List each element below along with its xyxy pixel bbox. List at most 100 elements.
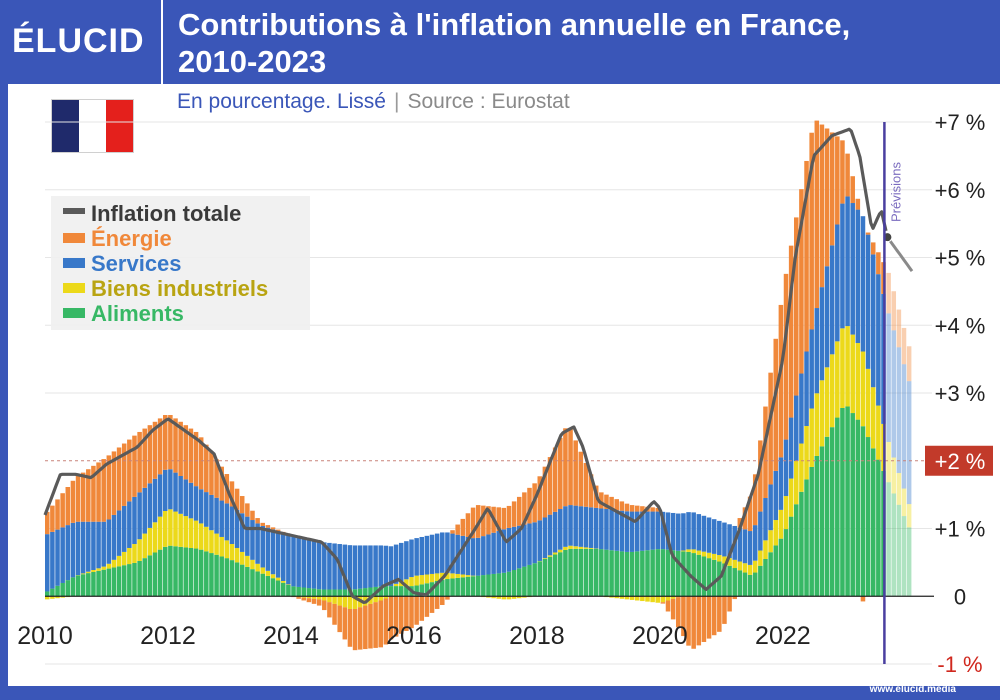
bar-services bbox=[558, 509, 563, 550]
bar-aliments bbox=[65, 580, 71, 597]
bar-biens bbox=[516, 596, 522, 599]
bar-services bbox=[280, 532, 286, 581]
bar-energie bbox=[388, 596, 394, 640]
bar-services bbox=[629, 511, 635, 552]
bar-biens bbox=[645, 596, 650, 602]
bar-biens bbox=[737, 561, 743, 571]
bar-energie bbox=[168, 415, 173, 470]
bar-aliments bbox=[665, 549, 671, 597]
bar-energie bbox=[55, 499, 60, 530]
bar-services bbox=[409, 539, 414, 578]
labels: Prévisions +7 % +6 % +5 % +4 % +3 % +2 % +1 % 0 -… bbox=[17, 110, 993, 677]
bar-aliments bbox=[224, 558, 230, 597]
bar-energie bbox=[583, 463, 589, 507]
bar-aliments bbox=[809, 466, 814, 597]
bar-aliments bbox=[178, 546, 183, 597]
bar-services bbox=[373, 545, 378, 587]
bar-services bbox=[204, 492, 209, 527]
bar-services bbox=[901, 364, 907, 489]
bar-aliments bbox=[876, 459, 881, 597]
bar-aliments bbox=[404, 586, 409, 597]
bar-services bbox=[434, 533, 440, 574]
bar-energie bbox=[860, 596, 866, 602]
bar-services bbox=[619, 510, 625, 552]
bar-services bbox=[835, 224, 840, 342]
bar-aliments bbox=[168, 545, 173, 597]
bar-energie bbox=[116, 447, 122, 511]
bar-aliments bbox=[870, 448, 876, 597]
bar-energie bbox=[45, 511, 50, 535]
bar-biens bbox=[116, 555, 122, 567]
bar-biens bbox=[50, 596, 55, 599]
bar-services bbox=[506, 527, 512, 572]
bar-energie bbox=[60, 493, 65, 528]
x-tick-label: 2012 bbox=[140, 622, 196, 650]
bar-services bbox=[865, 234, 871, 369]
bar-biens bbox=[701, 551, 707, 557]
bar-energie bbox=[804, 160, 809, 352]
bar-aliments bbox=[260, 573, 265, 597]
bar-energie bbox=[501, 507, 507, 530]
bar-aliments bbox=[481, 575, 486, 597]
bar-biens bbox=[91, 570, 96, 572]
bar-aliments bbox=[691, 553, 696, 597]
bar-energie bbox=[706, 596, 712, 639]
subtitle-text: En pourcentage. Lissé bbox=[177, 90, 386, 113]
bar-services bbox=[747, 531, 753, 565]
legend-swatch-aliments bbox=[63, 308, 85, 319]
bar-services bbox=[363, 545, 368, 589]
y-tick-label: +3 % bbox=[935, 381, 986, 406]
bar-energie bbox=[845, 153, 850, 197]
bar-energie bbox=[901, 327, 907, 365]
bar-services bbox=[599, 508, 604, 550]
bar-services bbox=[162, 469, 168, 511]
bar-services bbox=[634, 511, 640, 552]
bar-energie bbox=[337, 605, 342, 633]
bar-aliments bbox=[850, 413, 855, 597]
bar-energie bbox=[301, 597, 307, 601]
bar-services bbox=[101, 521, 106, 567]
bar-energie bbox=[527, 487, 532, 524]
bar-energie bbox=[752, 474, 758, 526]
bar-services bbox=[886, 313, 891, 442]
bar-energie bbox=[840, 140, 845, 204]
bar-energie bbox=[91, 465, 96, 522]
bar-services bbox=[388, 546, 394, 587]
bar-aliments bbox=[824, 436, 830, 597]
bar-biens bbox=[629, 596, 635, 600]
bar-aliments bbox=[45, 591, 50, 597]
bar-energie bbox=[722, 596, 727, 624]
bar-biens bbox=[301, 596, 307, 598]
bar-services bbox=[465, 536, 471, 576]
bar-aliments bbox=[573, 548, 578, 597]
bar-services bbox=[132, 496, 137, 545]
bar-aliments bbox=[450, 578, 455, 597]
bar-biens bbox=[573, 546, 578, 549]
bar-services bbox=[234, 509, 240, 548]
bar-biens bbox=[286, 584, 291, 585]
bar-services bbox=[121, 505, 127, 552]
bar-biens bbox=[342, 596, 348, 608]
bar-biens bbox=[686, 549, 691, 552]
bar-biens bbox=[183, 516, 189, 548]
bar-aliments bbox=[506, 571, 512, 597]
bar-aliments bbox=[301, 587, 307, 597]
bar-energie bbox=[275, 529, 281, 532]
bar-services bbox=[357, 545, 363, 589]
bar-energie bbox=[906, 346, 912, 382]
bar-biens bbox=[280, 581, 286, 583]
bar-biens bbox=[665, 596, 671, 601]
bar-biens bbox=[121, 551, 127, 566]
bar-energie bbox=[357, 607, 363, 650]
bar-services bbox=[342, 544, 348, 590]
bar-biens bbox=[824, 367, 830, 437]
bar-aliments bbox=[783, 529, 789, 597]
bar-energie bbox=[445, 596, 450, 600]
bar-services bbox=[568, 505, 573, 546]
bar-biens bbox=[275, 577, 281, 581]
bar-energie bbox=[127, 439, 132, 502]
bar-services bbox=[270, 529, 276, 575]
bar-aliments bbox=[768, 552, 773, 597]
bar-energie bbox=[573, 440, 578, 506]
bar-biens bbox=[640, 596, 645, 602]
